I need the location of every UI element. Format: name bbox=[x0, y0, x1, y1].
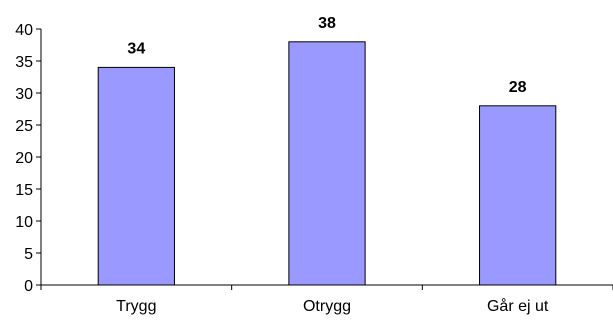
y-tick-label: 20 bbox=[15, 150, 33, 167]
category-label: Otrygg bbox=[303, 298, 351, 315]
data-label: 28 bbox=[509, 79, 527, 96]
bar-2 bbox=[479, 105, 557, 286]
y-tick-label: 10 bbox=[15, 214, 33, 231]
bar-1 bbox=[288, 41, 366, 286]
category-label: Trygg bbox=[116, 298, 156, 315]
bars: 34 38 28 bbox=[97, 15, 557, 286]
y-tick-label: 30 bbox=[15, 86, 33, 103]
category-label: Går ej ut bbox=[487, 297, 549, 315]
y-tick-label: 40 bbox=[15, 22, 33, 39]
data-label: 34 bbox=[127, 40, 145, 57]
y-tick-label: 35 bbox=[15, 54, 33, 71]
bar-0 bbox=[97, 66, 175, 286]
y-tick-label: 5 bbox=[24, 246, 33, 263]
data-label: 38 bbox=[318, 15, 336, 32]
x-axis: Trygg Otrygg Går ej ut bbox=[40, 284, 613, 315]
y-tick-label: 25 bbox=[15, 118, 33, 135]
y-tick-label: 0 bbox=[24, 278, 33, 295]
y-tick-label: 15 bbox=[15, 182, 33, 199]
y-axis: 0 5 10 15 20 25 30 35 40 bbox=[15, 22, 42, 295]
